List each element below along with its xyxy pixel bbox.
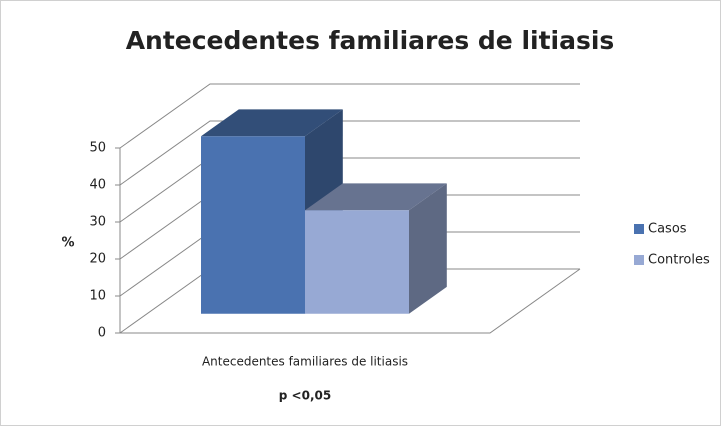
- bar-front: [305, 210, 409, 314]
- grid-line: [119, 83, 580, 149]
- x-tick-label: Antecedentes familiares de litiasis: [202, 355, 408, 369]
- y-tick-label: 50: [89, 141, 106, 156]
- y-axis-label: %: [61, 236, 74, 251]
- grid-line: [119, 120, 580, 186]
- floor-edge: [120, 268, 581, 334]
- y-tick-label: 0: [98, 326, 106, 341]
- bar-top: [305, 183, 447, 211]
- y-tick-label: 30: [89, 215, 106, 230]
- legend-swatch: [634, 224, 644, 234]
- bar-side: [409, 183, 447, 314]
- bar-top: [201, 109, 343, 137]
- bar: [305, 183, 447, 314]
- legend-label: Casos: [648, 222, 687, 237]
- bar-front: [201, 136, 305, 314]
- legend-label: Controles: [648, 253, 710, 268]
- annotation: p <0,05: [279, 389, 331, 403]
- legend-swatch: [634, 255, 644, 265]
- y-tick-label: 20: [89, 252, 106, 267]
- chart-title: Antecedentes familiares de litiasis: [126, 26, 615, 55]
- y-tick-label: 10: [89, 289, 106, 304]
- y-tick-label: 40: [89, 178, 106, 193]
